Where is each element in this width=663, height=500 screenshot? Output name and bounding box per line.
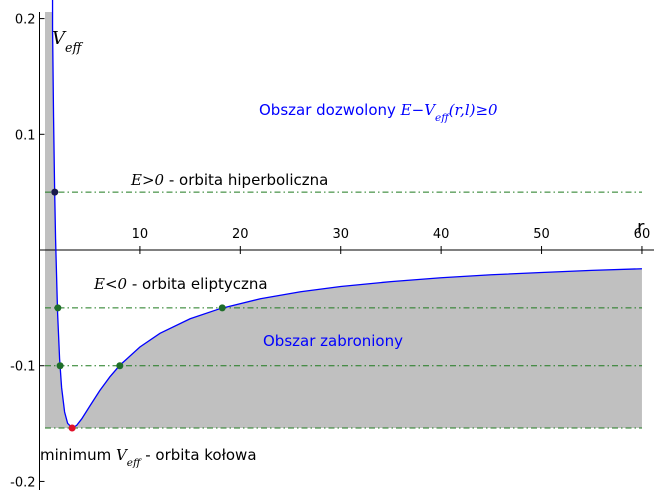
y-tick-label: -0.1 (10, 360, 35, 375)
x-axis-label: r (637, 217, 645, 238)
annotation-part: E>0 (130, 171, 165, 189)
curve (51, 0, 642, 429)
annotation: Obszar dozwolony E−Veff(r,l)≥0 (259, 101, 498, 124)
annotation-part: (r,l)≥0 (449, 101, 498, 119)
point (218, 304, 226, 312)
x-tick-label: 50 (533, 227, 550, 242)
x-tick-label: 40 (433, 227, 450, 242)
point (116, 362, 124, 370)
annotation: E>0 - orbita hiperboliczna (130, 171, 328, 189)
annotation-part: E<0 (93, 275, 128, 293)
annotation-part: eff (127, 457, 142, 469)
point (68, 424, 76, 432)
x-tick-label: 10 (132, 227, 149, 242)
annotation-part: - orbita hiperboliczna (164, 171, 328, 189)
annotation-part: E−V (400, 101, 438, 119)
x-tick-label: 20 (232, 227, 249, 242)
y-tick-label: -0.2 (10, 475, 35, 490)
annotation-part: - orbita kołowa (140, 446, 256, 464)
annotation-part: V (116, 446, 129, 464)
y-tick-label: 0.2 (15, 13, 36, 28)
y-axis-label-part: eff (65, 40, 83, 55)
point (56, 362, 64, 370)
annotation: E<0 - orbita eliptyczna (93, 275, 268, 293)
y-axis-label-part: V (52, 28, 67, 49)
forbidden-region (45, 12, 642, 428)
annotation: minimum Veff - orbita kołowa (40, 446, 257, 469)
annotation-part: eff (435, 112, 450, 124)
annotation-part: minimum (40, 446, 116, 464)
annotation-part: - orbita eliptyczna (127, 275, 268, 293)
point (54, 304, 62, 312)
annotation: Obszar zabroniony (263, 332, 403, 350)
y-axis-label: Veff (52, 28, 83, 55)
annotation-part: Obszar dozwolony (259, 101, 401, 119)
annotation-part: Obszar zabroniony (263, 332, 403, 350)
point (51, 188, 59, 196)
x-tick-label: 30 (332, 227, 349, 242)
x-tick-label: 60 (634, 227, 651, 242)
y-tick-label: 0.1 (15, 128, 36, 143)
